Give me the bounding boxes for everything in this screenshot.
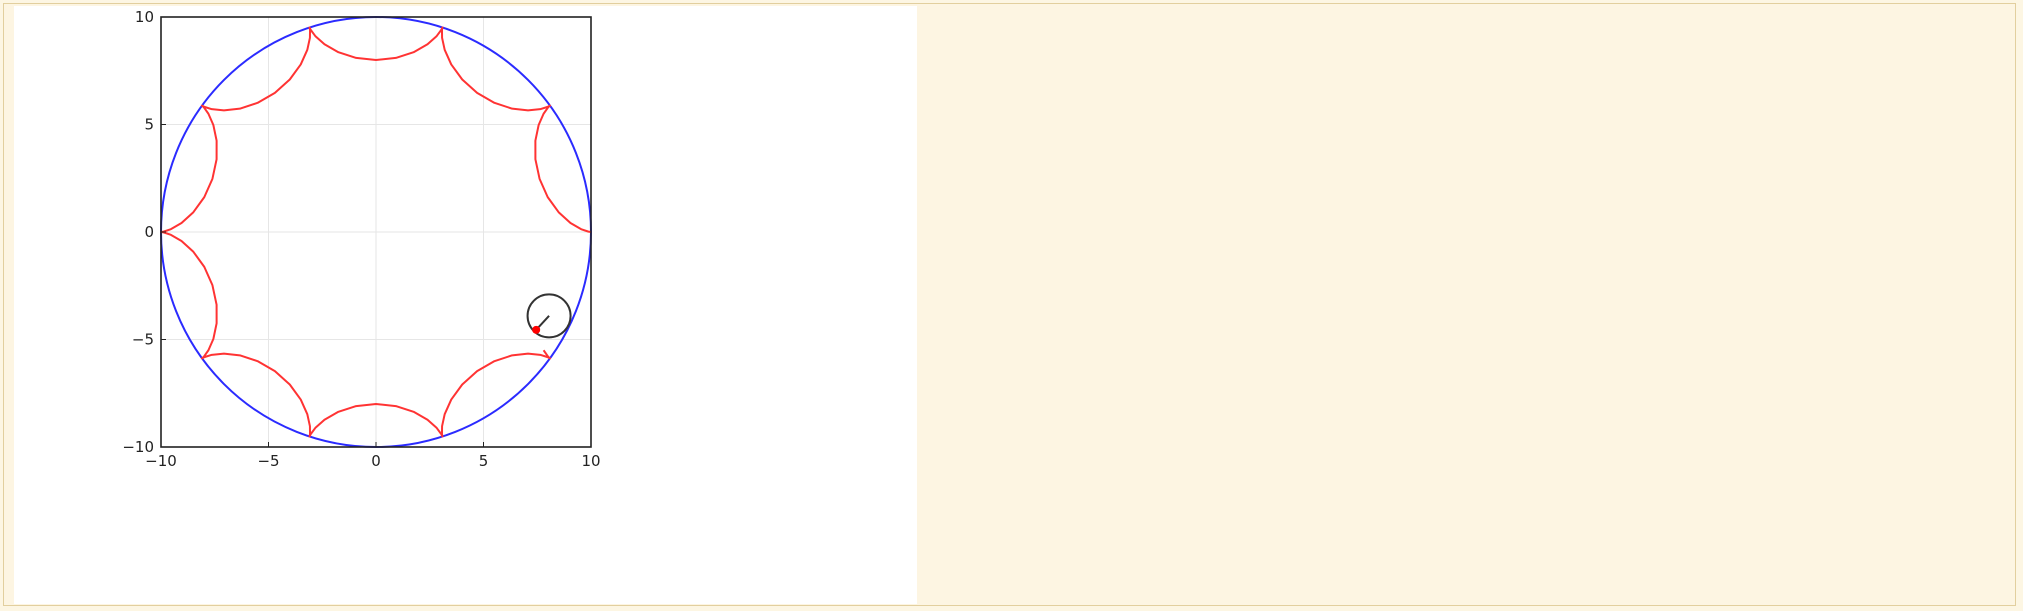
x-tick-label: 0 <box>371 452 381 470</box>
hypocycloid-curve <box>160 26 592 438</box>
y-tick-label: 10 <box>135 8 154 26</box>
plot-area: −10 −5 0 5 10 −10 −5 0 5 10 <box>14 6 917 604</box>
x-tick-label: −10 <box>145 452 177 470</box>
y-tick-label: −10 <box>122 438 154 456</box>
y-tick-label: −5 <box>132 331 154 349</box>
grid-lines <box>161 17 591 447</box>
x-tick-label: −5 <box>257 452 279 470</box>
y-tick-label: 0 <box>144 223 154 241</box>
axis-ticks: −10 −5 0 5 10 −10 −5 0 5 10 <box>122 8 600 470</box>
hypocycloid-layer <box>160 26 592 438</box>
rolling-circle-layer <box>526 293 572 339</box>
hypocycloid-chart: −10 −5 0 5 10 −10 −5 0 5 10 <box>122 8 600 470</box>
x-tick-label: 5 <box>479 452 489 470</box>
tracing-point <box>532 325 541 334</box>
x-tick-label: 10 <box>581 452 600 470</box>
y-tick-label: 5 <box>144 116 154 134</box>
rolling-circle <box>526 293 572 339</box>
output-cell: −10 −5 0 5 10 −10 −5 0 5 10 <box>3 3 2016 606</box>
